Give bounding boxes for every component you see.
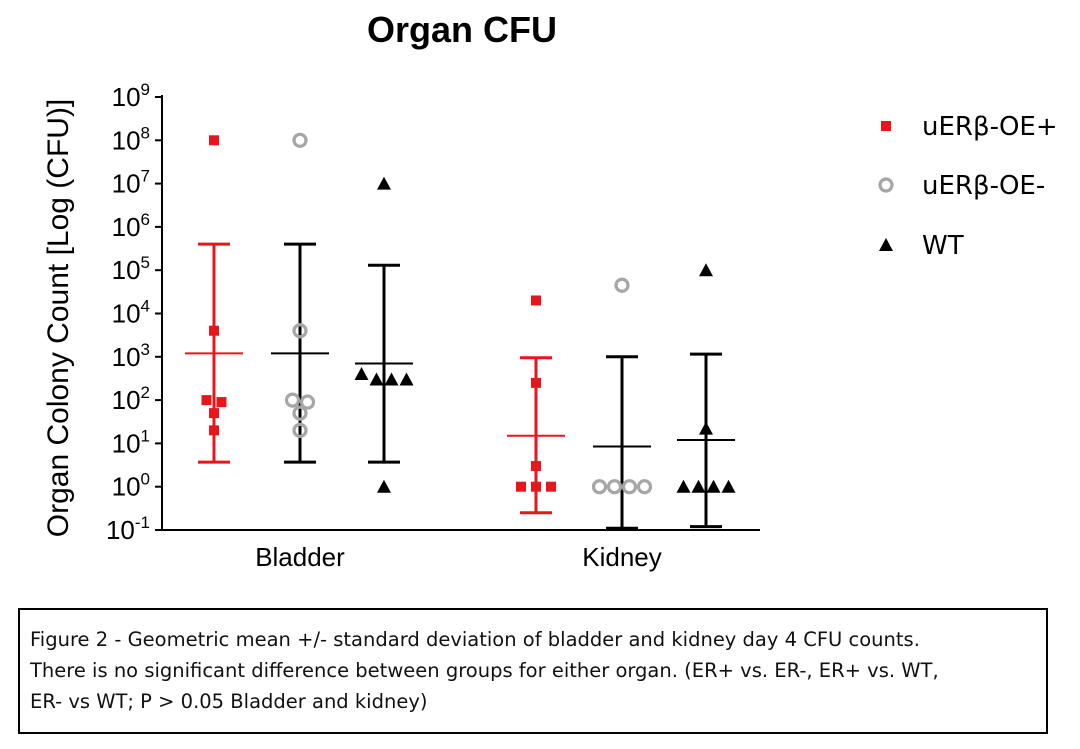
y-tick-base: 10 [112,255,141,285]
y-tick-base: 10 [112,169,141,199]
data-point [614,277,630,293]
data-point [691,479,706,493]
y-tick-base: 10 [112,82,141,112]
data-point [209,325,219,336]
y-tick-label: 102 [112,383,150,415]
y-tick-label: 109 [112,80,150,112]
y-tick-label: 107 [112,167,150,199]
data-point [209,135,219,146]
data-point [377,176,391,190]
y-tick-exponent: 0 [141,470,150,489]
data-point [706,479,721,493]
data-point [399,372,414,386]
y-tick-base: 10 [112,472,141,502]
data-point [284,392,301,408]
caption-line: There is no significant difference betwe… [30,659,939,682]
data-point [209,425,219,436]
chart-title: Organ CFU [367,9,557,50]
data-point [699,421,713,435]
y-tick-exponent: 3 [141,340,150,359]
y-tick-base: 10 [112,428,141,458]
data-point [369,372,384,386]
y-tick-label: 106 [112,210,150,242]
y-tick-label: 100 [112,470,150,502]
data-point [354,367,369,381]
y-axis-label: Organ Colony Count [Log (CFU)] [42,99,75,538]
y-tick-label: 105 [112,253,150,285]
legend-label: uERβ-OE+ [922,112,1058,142]
y-tick-exponent: 6 [141,210,150,229]
data-point [531,481,541,492]
legend-marker [879,238,893,251]
y-tick-exponent: -1 [135,513,150,532]
data-point [292,323,308,339]
data-point [292,132,308,148]
figure-caption: Figure 2 - Geometric mean +/- standard d… [18,608,1048,734]
data-point [516,481,526,492]
y-tick-base: 10 [112,342,141,372]
data-point [377,479,391,493]
data-point [292,405,308,421]
data-point [531,377,541,388]
y-tick-label: 103 [112,340,150,372]
data-point [676,479,691,493]
caption-line: ER- vs WT; P > 0.05 Bladder and kidney) [30,690,428,713]
y-tick-exponent: 9 [141,80,150,99]
y-tick-label: 108 [112,123,150,155]
legend-marker [881,121,891,131]
y-tick-base: 10 [112,212,141,242]
data-point [546,481,556,492]
y-tick-base: 10 [112,385,141,415]
data-point [721,479,736,493]
x-category-label: Kidney [582,542,662,572]
data-point [216,397,227,408]
y-tick-exponent: 4 [141,297,150,316]
data-point [299,394,316,410]
data-point [209,408,219,419]
data-point [531,295,541,306]
data-point [201,395,212,406]
y-tick-base: 10 [112,299,141,329]
legend-label: uERβ-OE- [922,171,1045,201]
data-point [591,479,608,495]
data-point [699,263,713,277]
data-point [384,372,399,386]
y-tick-exponent: 1 [141,426,150,445]
y-tick-exponent: 7 [141,167,150,186]
data-point [636,479,653,495]
y-tick-label: 10-1 [106,513,150,545]
y-tick-exponent: 2 [141,383,150,402]
data-point [292,422,308,438]
y-tick-label: 104 [112,297,150,329]
x-category-label: Bladder [255,542,345,572]
organ-cfu-chart: Organ CFU Organ Colony Count [Log (CFU)] 1… [42,9,1058,572]
y-tick-exponent: 8 [141,123,150,142]
y-tick-exponent: 5 [141,253,150,272]
data-point [606,479,623,495]
data-point [531,461,541,472]
y-tick-base: 10 [112,125,141,155]
caption-line: Figure 2 - Geometric mean +/- standard d… [30,628,920,651]
legend-marker [878,177,894,193]
legend-label: WT [922,231,964,261]
y-tick-base: 10 [106,515,135,545]
y-tick-label: 101 [112,426,150,458]
data-point [621,479,638,495]
